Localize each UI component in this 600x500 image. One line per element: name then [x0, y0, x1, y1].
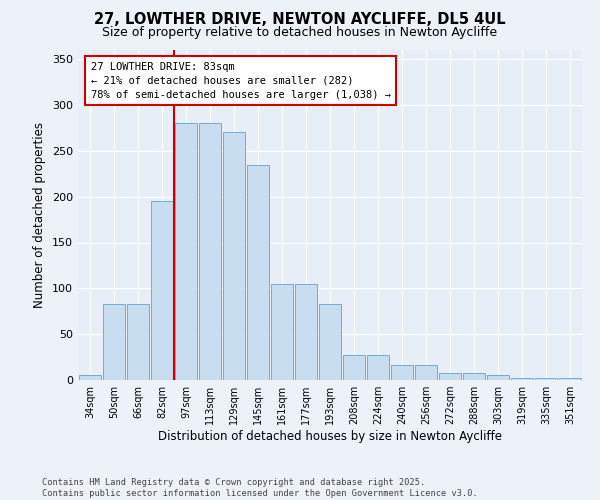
Bar [319, 304, 341, 380]
Text: Size of property relative to detached houses in Newton Aycliffe: Size of property relative to detached ho… [103, 26, 497, 39]
Bar [439, 372, 461, 380]
X-axis label: Distribution of detached houses by size in Newton Aycliffe: Distribution of detached houses by size … [158, 430, 502, 443]
Bar [271, 284, 293, 380]
Text: 27 LOWTHER DRIVE: 83sqm
← 21% of detached houses are smaller (282)
78% of semi-d: 27 LOWTHER DRIVE: 83sqm ← 21% of detache… [91, 62, 391, 100]
Bar [463, 372, 485, 380]
Text: Contains HM Land Registry data © Crown copyright and database right 2025.
Contai: Contains HM Land Registry data © Crown c… [42, 478, 478, 498]
Bar [79, 376, 101, 380]
Bar [487, 376, 509, 380]
Bar [367, 355, 389, 380]
Text: 27, LOWTHER DRIVE, NEWTON AYCLIFFE, DL5 4UL: 27, LOWTHER DRIVE, NEWTON AYCLIFFE, DL5 … [94, 12, 506, 26]
Bar [295, 284, 317, 380]
Bar [175, 124, 197, 380]
Y-axis label: Number of detached properties: Number of detached properties [34, 122, 46, 308]
Bar [343, 355, 365, 380]
Bar [151, 201, 173, 380]
Bar [391, 366, 413, 380]
Bar [127, 304, 149, 380]
Bar [199, 124, 221, 380]
Bar [223, 132, 245, 380]
Bar [511, 378, 533, 380]
Bar [535, 378, 557, 380]
Bar [247, 164, 269, 380]
Bar [103, 304, 125, 380]
Bar [559, 378, 581, 380]
Bar [415, 366, 437, 380]
